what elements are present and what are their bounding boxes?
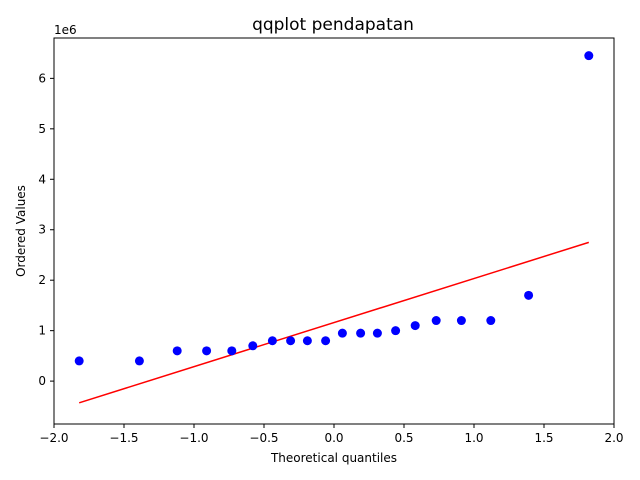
data-point bbox=[286, 336, 296, 346]
y-tick-label: 1 bbox=[38, 324, 46, 338]
data-point bbox=[410, 321, 420, 331]
x-tick-label: 2.0 bbox=[604, 431, 623, 445]
data-point bbox=[134, 356, 144, 366]
data-point bbox=[302, 336, 312, 346]
x-axis: −2.0 −1.5 −1.0 −0.5 0.0 0.5 1.0 1.5 2.0 bbox=[39, 424, 624, 445]
x-tick-label: −1.0 bbox=[179, 431, 208, 445]
y-tick-label: 3 bbox=[38, 223, 46, 237]
y-tick-label: 0 bbox=[38, 374, 46, 388]
y-axis: 0 1 2 3 4 5 6 bbox=[38, 71, 54, 388]
data-point bbox=[74, 356, 84, 366]
fit-line bbox=[78, 241, 590, 404]
data-point bbox=[431, 316, 441, 326]
chart-title: qqplot pendapatan bbox=[252, 15, 414, 35]
data-point bbox=[372, 328, 382, 338]
data-point bbox=[172, 346, 182, 356]
data-point bbox=[486, 316, 496, 326]
y-tick-label: 4 bbox=[38, 172, 46, 186]
y-tick-label: 2 bbox=[38, 273, 46, 287]
y-axis-offset-label: 1e6 bbox=[54, 23, 77, 37]
x-tick-label: −2.0 bbox=[39, 431, 68, 445]
data-point bbox=[356, 328, 366, 338]
x-tick-label: −1.5 bbox=[109, 431, 138, 445]
x-axis-label: Theoretical quantiles bbox=[270, 451, 397, 465]
plot-area bbox=[74, 51, 594, 404]
data-point bbox=[321, 336, 331, 346]
data-point bbox=[227, 346, 237, 356]
data-point bbox=[391, 326, 401, 336]
x-tick-label: −0.5 bbox=[249, 431, 278, 445]
data-point bbox=[584, 51, 594, 61]
x-tick-label: 1.5 bbox=[534, 431, 553, 445]
data-point bbox=[267, 336, 277, 346]
x-tick-label: 1.0 bbox=[464, 431, 483, 445]
x-tick-label: 0.0 bbox=[324, 431, 343, 445]
data-point bbox=[456, 316, 466, 326]
data-point bbox=[248, 341, 258, 351]
data-point bbox=[337, 328, 347, 338]
data-point bbox=[524, 290, 534, 300]
y-tick-label: 5 bbox=[38, 122, 46, 136]
x-tick-label: 0.5 bbox=[394, 431, 413, 445]
y-tick-label: 6 bbox=[38, 71, 46, 85]
data-point bbox=[202, 346, 212, 356]
y-axis-label: Ordered Values bbox=[14, 185, 28, 277]
